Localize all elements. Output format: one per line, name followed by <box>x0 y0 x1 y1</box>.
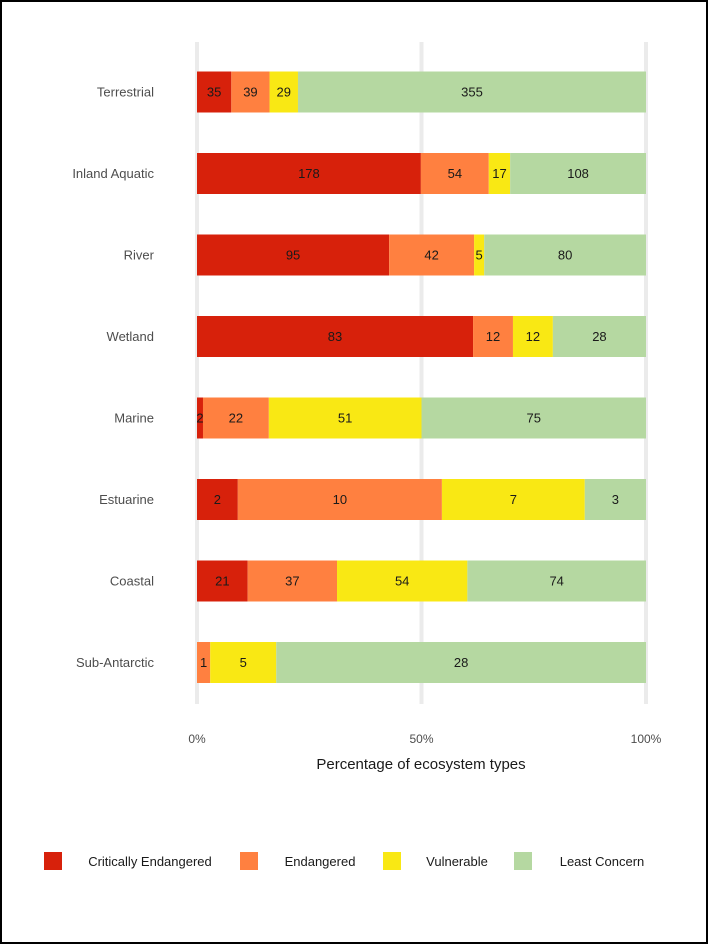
bar-segment <box>202 397 269 439</box>
x-axis-title: Percentage of ecosystem types <box>316 756 525 773</box>
data-label: 28 <box>454 655 468 670</box>
category-label: Inland Aquatic <box>72 166 154 181</box>
data-label: 7 <box>510 492 517 507</box>
data-label: 178 <box>298 166 320 181</box>
bar-segment <box>474 234 485 276</box>
data-label: 2 <box>214 492 221 507</box>
legend-label: Least Concern <box>560 854 645 869</box>
bar-segment <box>276 642 646 683</box>
bar-segment <box>552 316 646 357</box>
bar-segment <box>441 479 585 520</box>
category-label: Sub-Antarctic <box>76 655 155 670</box>
data-label: 21 <box>215 574 229 589</box>
bar-segment <box>197 479 238 520</box>
data-label: 37 <box>285 574 299 589</box>
data-label: 2 <box>196 411 203 426</box>
legend-label: Critically Endangered <box>88 854 212 869</box>
bar-segment <box>389 234 475 276</box>
category-label: Marine <box>114 411 154 426</box>
x-tick-label: 0% <box>188 732 206 746</box>
data-label: 83 <box>328 329 342 344</box>
data-label: 51 <box>338 411 352 426</box>
bar-segment <box>420 153 489 194</box>
bar-segment <box>247 560 338 602</box>
data-label: 28 <box>592 329 606 344</box>
bar-segment <box>197 234 390 276</box>
data-label: 29 <box>277 85 291 100</box>
category-labels: Terrestrial Inland Aquatic River Wetland Mar… <box>72 85 154 671</box>
bar-segment <box>337 560 468 602</box>
bar-segment <box>269 71 298 113</box>
legend-label: Endangered <box>285 854 356 869</box>
category-label: Terrestrial <box>97 85 154 100</box>
legend-swatch <box>44 852 62 870</box>
data-label: 42 <box>424 248 438 263</box>
legend-label: Vulnerable <box>426 854 488 869</box>
legend-swatch <box>514 852 532 870</box>
x-tick-labels: 0% 50% 100% <box>188 732 661 746</box>
data-label: 54 <box>395 574 409 589</box>
category-label: River <box>124 248 155 263</box>
category-label: Estuarine <box>99 492 154 507</box>
data-label: 75 <box>527 411 541 426</box>
data-label: 3 <box>612 492 619 507</box>
data-label: 355 <box>461 85 483 100</box>
grid-lines <box>195 42 648 704</box>
bar-segment <box>197 316 474 357</box>
bar-segment <box>484 234 646 276</box>
data-label: 17 <box>492 166 506 181</box>
data-label: 95 <box>286 248 300 263</box>
bar-segment <box>512 316 553 357</box>
data-label: 74 <box>549 574 563 589</box>
legend-swatch <box>383 852 401 870</box>
bar-segment <box>297 71 646 113</box>
bar-segment <box>197 153 421 194</box>
data-label: 5 <box>476 248 483 263</box>
bar-segment <box>231 71 270 113</box>
legend-swatch <box>240 852 258 870</box>
bar-segment <box>467 560 646 602</box>
data-label: 54 <box>448 166 462 181</box>
bar-segment <box>197 642 211 683</box>
category-label: Wetland <box>107 329 154 344</box>
data-label: 108 <box>567 166 589 181</box>
bar-segment <box>421 397 646 439</box>
data-label: 12 <box>526 329 540 344</box>
data-label: 80 <box>558 248 572 263</box>
bar-segment <box>197 560 248 602</box>
bar-segment <box>488 153 511 194</box>
category-label: Coastal <box>110 574 154 589</box>
data-label: 10 <box>333 492 347 507</box>
bar-segment <box>268 397 422 439</box>
bar-segment <box>197 397 203 439</box>
x-tick-label: 100% <box>631 732 662 746</box>
bar-segment <box>510 153 646 194</box>
data-label: 35 <box>207 85 221 100</box>
bar-segment <box>197 71 232 113</box>
x-tick-label: 50% <box>409 732 433 746</box>
bar-segment <box>210 642 277 683</box>
bar-segment <box>237 479 442 520</box>
legend: Critically Endangered Endangered Vulnerabl… <box>44 852 644 870</box>
bar-segment <box>584 479 646 520</box>
bar-segment <box>473 316 513 357</box>
data-label: 22 <box>229 411 243 426</box>
data-label: 1 <box>200 655 207 670</box>
data-label: 39 <box>243 85 257 100</box>
data-label: 12 <box>486 329 500 344</box>
data-label: 5 <box>240 655 247 670</box>
